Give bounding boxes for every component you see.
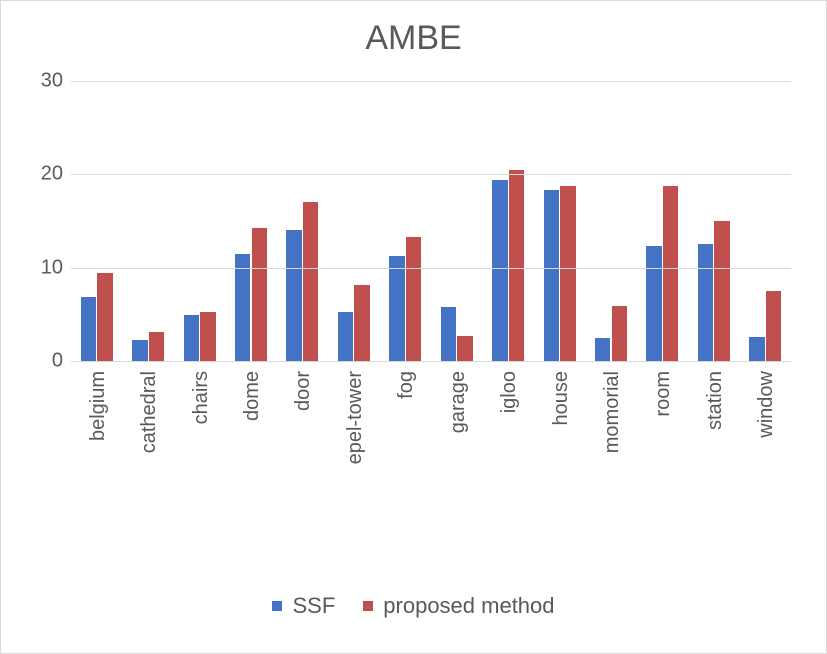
x-tick-label: room (652, 371, 675, 417)
bar-ssf (595, 338, 610, 361)
legend: SSF proposed method (1, 591, 826, 619)
bar-ssf (646, 246, 661, 361)
x-tick-label: igloo (498, 371, 521, 413)
bar-proposed-method (663, 186, 678, 361)
x-tick-label: chairs (190, 371, 213, 424)
legend-label: SSF (292, 593, 335, 619)
bar-ssf (132, 340, 147, 361)
chart-container: AMBE belgium cathedral chairs dome door epel-… (0, 0, 827, 654)
y-tick-label: 30 (41, 70, 71, 93)
x-tick-label: station (704, 371, 727, 430)
bar-ssf (338, 312, 353, 361)
bar-proposed-method (97, 273, 112, 361)
bar-ssf (492, 180, 507, 361)
x-tick-label: dome (241, 371, 264, 421)
bar-proposed-method (200, 312, 215, 361)
x-tick-label: garage (447, 371, 470, 433)
bar-ssf (749, 337, 764, 361)
bars-layer (71, 81, 791, 361)
x-tick-label: momorial (601, 371, 624, 453)
y-tick-label: 10 (41, 256, 71, 279)
bar-ssf (286, 230, 301, 361)
bar-proposed-method (766, 291, 781, 361)
x-tick-label: fog (395, 371, 418, 399)
bar-ssf (184, 315, 199, 361)
chart-title: AMBE (1, 19, 826, 58)
gridline (71, 268, 791, 269)
x-tick-label: belgium (87, 371, 110, 441)
bar-proposed-method (457, 336, 472, 361)
bar-proposed-method (354, 285, 369, 361)
x-tick-label: epel-tower (344, 371, 367, 464)
y-tick-label: 0 (52, 350, 71, 373)
bar-proposed-method (303, 202, 318, 361)
bar-ssf (235, 254, 250, 361)
legend-item: proposed method (363, 593, 554, 619)
gridline (71, 81, 791, 82)
bar-proposed-method (509, 170, 524, 361)
legend-swatch (272, 601, 282, 611)
bar-ssf (441, 307, 456, 361)
bar-proposed-method (406, 237, 421, 361)
x-tick-label: house (550, 371, 573, 426)
x-axis-labels: belgium cathedral chairs dome door epel-tower… (71, 371, 791, 571)
plot-area: belgiumcathedralchairsdomedoorepel-tower… (71, 81, 791, 361)
bar-proposed-method (612, 306, 627, 361)
x-tick-label: window (755, 371, 778, 438)
gridline (71, 361, 791, 362)
x-tick-label: cathedral (138, 371, 161, 453)
bar-ssf (698, 244, 713, 361)
bar-proposed-method (714, 221, 729, 361)
legend-item: SSF (272, 593, 335, 619)
legend-label: proposed method (383, 593, 554, 619)
x-tick-label: door (292, 371, 315, 411)
gridline (71, 174, 791, 175)
bar-ssf (81, 297, 96, 361)
y-tick-label: 20 (41, 163, 71, 186)
bar-proposed-method (252, 228, 267, 361)
bar-proposed-method (149, 332, 164, 361)
bar-ssf (389, 256, 404, 361)
bar-ssf (544, 190, 559, 361)
bar-proposed-method (560, 186, 575, 361)
legend-swatch (363, 601, 373, 611)
